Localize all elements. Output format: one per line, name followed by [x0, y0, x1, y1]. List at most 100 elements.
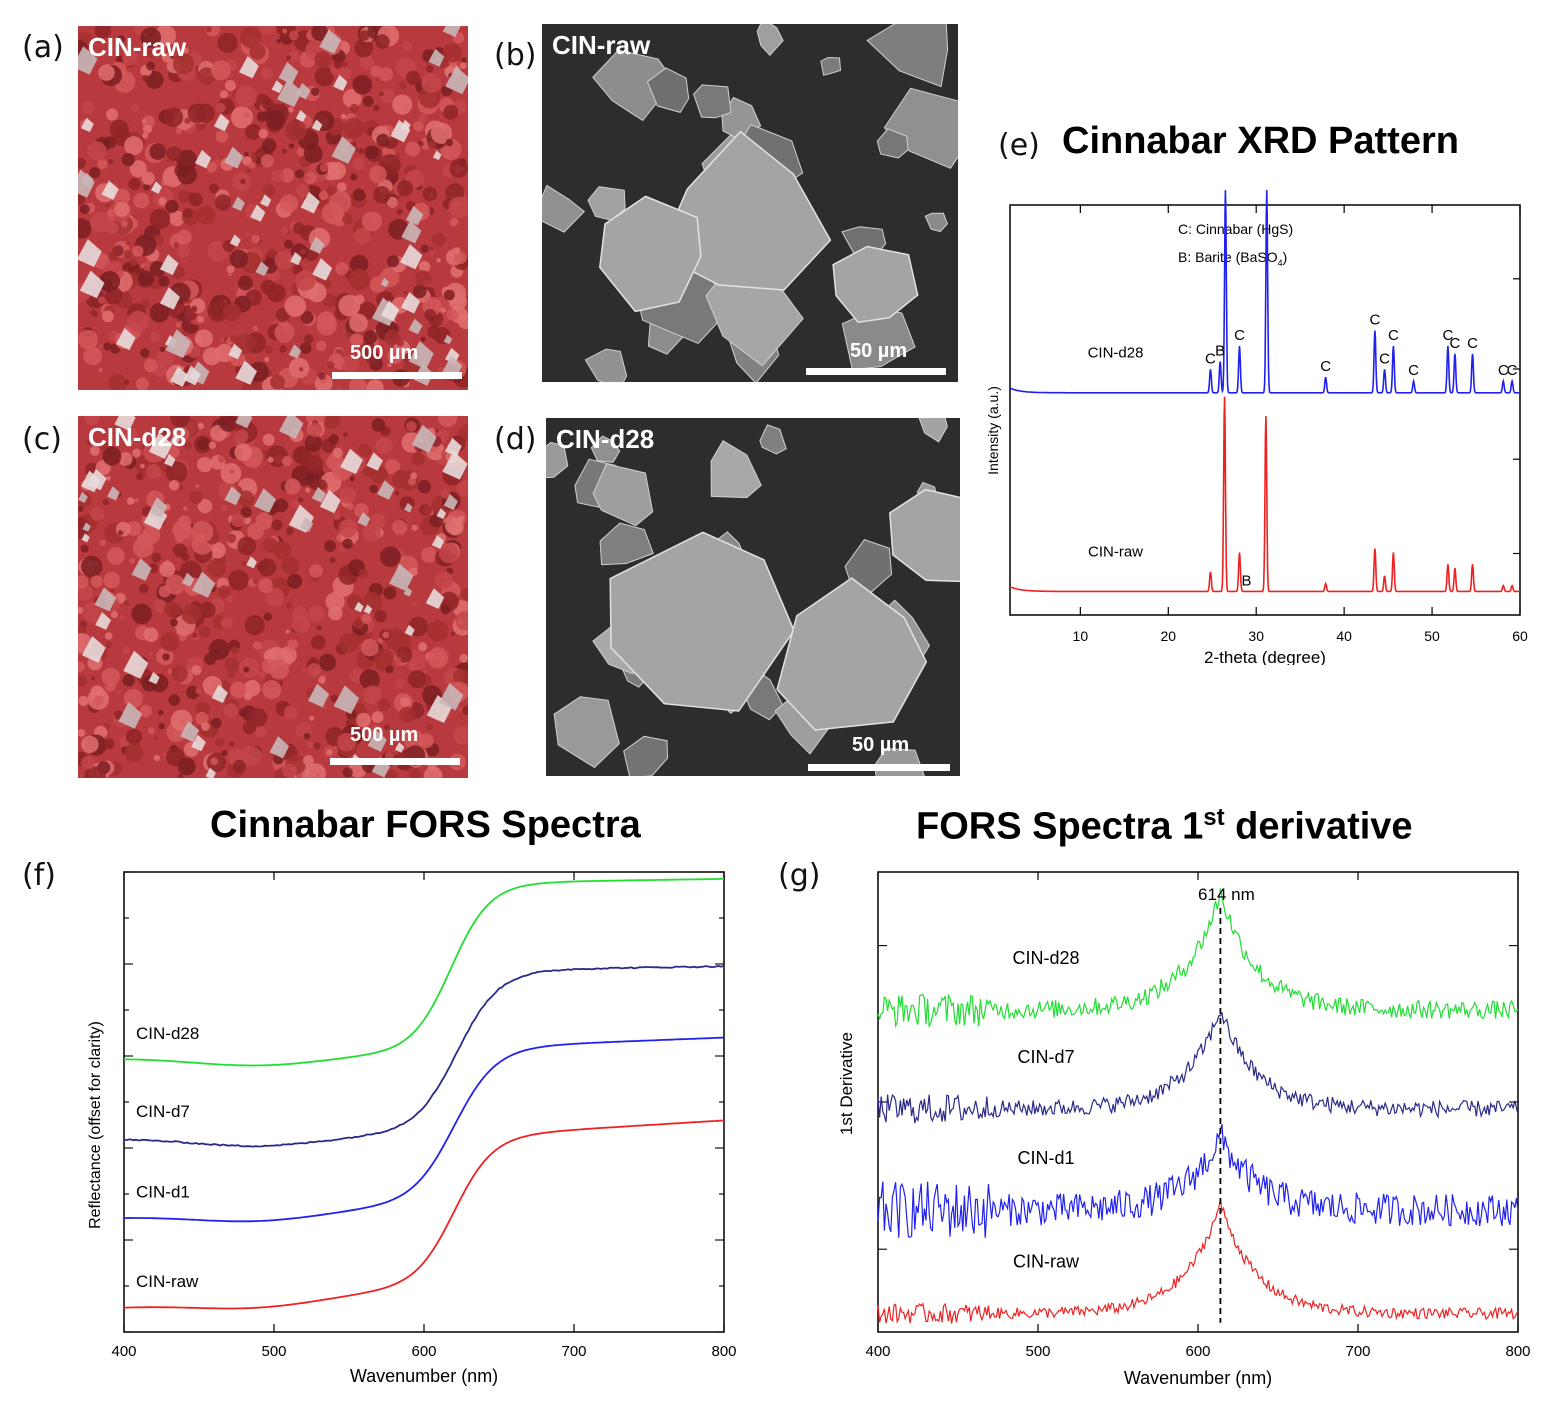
crystal — [377, 480, 395, 500]
fors-series-cin-d1 — [124, 1036, 725, 1223]
grain — [421, 546, 438, 563]
grain — [342, 538, 354, 550]
grain — [191, 665, 202, 676]
fors-x-axis-label: Wavenumber (nm) — [350, 1366, 498, 1386]
grain — [177, 773, 184, 778]
grain — [346, 502, 354, 511]
grain — [242, 720, 257, 735]
grain — [444, 573, 449, 578]
grain — [394, 490, 400, 496]
crystal — [395, 742, 405, 753]
grain — [435, 571, 453, 589]
grain — [418, 114, 427, 123]
grain — [102, 310, 114, 323]
deriv-x-tick-label: 500 — [1025, 1343, 1050, 1360]
xrd-peak-label: B — [1215, 343, 1225, 360]
grain — [241, 745, 262, 767]
xrd-x-tick-label: 30 — [1248, 628, 1264, 644]
grain — [349, 103, 359, 113]
grain — [215, 102, 226, 113]
grain — [256, 111, 268, 122]
crystal — [401, 220, 422, 244]
grain — [459, 62, 467, 70]
crystal — [82, 636, 106, 663]
grain — [419, 733, 434, 749]
grain — [292, 222, 305, 235]
grain — [461, 587, 468, 600]
sem-texture — [542, 24, 958, 382]
grain — [274, 251, 293, 270]
grain — [174, 164, 188, 178]
grain — [337, 732, 356, 752]
micrograph-cin-d28: CIN-d28 500 µm — [78, 416, 468, 778]
particle — [590, 435, 621, 463]
grain — [243, 516, 251, 525]
grain — [158, 709, 164, 716]
particle — [756, 24, 784, 57]
grain — [188, 192, 203, 207]
grain — [237, 536, 256, 556]
grain — [153, 599, 167, 613]
micrograph-texture — [78, 26, 468, 390]
grain — [314, 51, 332, 69]
grain — [156, 347, 175, 366]
grain — [456, 479, 468, 497]
deriv-series-label: CIN-d1 — [1017, 1148, 1074, 1168]
grain — [309, 564, 323, 578]
grain — [382, 631, 390, 639]
scale-label: 50 µm — [852, 734, 910, 756]
grain — [78, 157, 86, 169]
grain — [304, 434, 323, 452]
crystal — [164, 453, 176, 467]
grain — [295, 270, 316, 291]
grain — [234, 443, 252, 461]
grain — [183, 506, 188, 512]
grain — [102, 683, 108, 688]
grain — [362, 95, 374, 107]
grain — [288, 51, 300, 63]
grain — [284, 478, 301, 495]
fors-x-tick-label: 700 — [561, 1343, 586, 1360]
grain — [262, 184, 276, 197]
grain — [436, 258, 442, 263]
grain — [264, 357, 270, 362]
grain — [149, 143, 166, 160]
grain — [395, 153, 401, 158]
image-label: CIN-d28 — [88, 422, 187, 452]
crystal — [311, 486, 326, 503]
grain — [418, 642, 428, 652]
grain — [105, 641, 113, 648]
fors-chart: 400 500 600 700 800 Wavenumber (nm) Reflectanc… — [87, 871, 737, 1386]
xrd-legend-barite: B: Barite (BaSO4) — [1178, 249, 1287, 268]
image-label: CIN-raw — [88, 32, 187, 62]
grain — [403, 729, 425, 751]
deriv-x-tick-label: 800 — [1505, 1343, 1530, 1360]
xrd-peak-label: C — [1379, 350, 1390, 367]
grain — [244, 231, 250, 236]
xrd-legend-close: ) — [1283, 249, 1288, 265]
particle — [546, 441, 569, 479]
grain — [169, 210, 185, 227]
grain — [422, 186, 438, 202]
grain — [78, 675, 88, 687]
grain — [226, 533, 237, 544]
grain — [423, 766, 443, 778]
grain — [348, 377, 367, 390]
grain — [98, 367, 103, 373]
xrd-x-tick-label: 10 — [1073, 628, 1089, 644]
grain — [142, 132, 149, 139]
grain — [349, 476, 355, 482]
grain — [377, 638, 383, 644]
sem-cin-d28: CIN-d28 50 µm — [546, 418, 960, 776]
grain — [287, 106, 294, 113]
crystal — [363, 604, 373, 615]
grain — [149, 260, 166, 277]
grain — [218, 585, 231, 598]
grain — [229, 681, 247, 699]
particle — [924, 212, 948, 233]
image-label: CIN-d28 — [556, 424, 655, 454]
scale-bar — [806, 368, 946, 375]
grain — [135, 377, 149, 390]
particle — [623, 735, 669, 776]
grain — [130, 104, 139, 113]
